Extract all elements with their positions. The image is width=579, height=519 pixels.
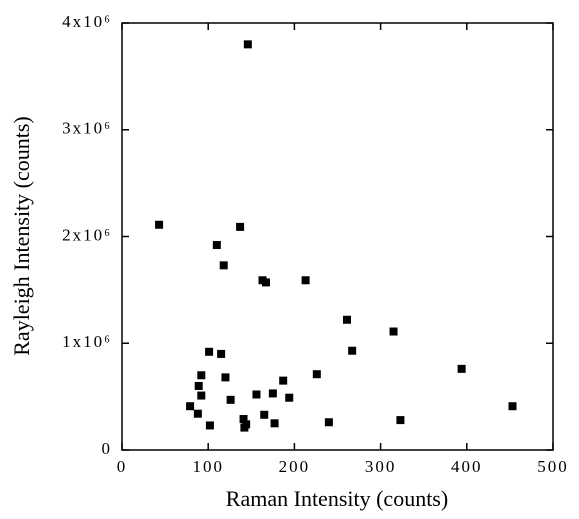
data-point <box>243 40 252 49</box>
data-point <box>270 419 279 428</box>
data-point <box>260 410 269 419</box>
x-tick-label: 400 <box>451 457 483 476</box>
data-point <box>342 315 351 324</box>
x-axis-title: Raman Intensity (counts) <box>226 486 448 511</box>
y-axis-title: Rayleigh Intensity (counts) <box>9 116 34 356</box>
y-tick-label: 3x10⁶ <box>62 119 112 138</box>
data-point <box>186 402 195 411</box>
data-point <box>219 261 228 270</box>
data-point <box>212 241 221 250</box>
y-tick-label: 1x10⁶ <box>62 332 112 351</box>
data-point <box>205 347 214 356</box>
x-tick-label: 0 <box>117 457 128 476</box>
data-point <box>205 421 214 430</box>
data-point <box>155 220 164 229</box>
data-point <box>324 418 333 427</box>
data-point <box>268 389 277 398</box>
y-tick-label: 2x10⁶ <box>62 225 112 244</box>
x-tick-label: 200 <box>279 457 311 476</box>
data-point <box>312 370 321 379</box>
x-tick-label: 300 <box>365 457 397 476</box>
data-point <box>226 395 235 404</box>
data-point <box>240 423 249 432</box>
data-point <box>217 349 226 358</box>
data-point <box>221 373 230 382</box>
data-point <box>252 390 261 399</box>
data-point <box>279 376 288 385</box>
data-point <box>239 415 248 424</box>
data-point <box>194 381 203 390</box>
data-point <box>285 393 294 402</box>
data-point <box>236 222 245 231</box>
data-point <box>389 327 398 336</box>
data-point <box>197 391 206 400</box>
data-point <box>261 278 270 287</box>
data-point <box>396 416 405 425</box>
x-tick-label: 500 <box>537 457 569 476</box>
x-tick-label: 100 <box>192 457 224 476</box>
data-point <box>197 371 206 380</box>
data-point <box>348 346 357 355</box>
data-point <box>301 276 310 285</box>
data-point <box>457 364 466 373</box>
y-tick-label: 4x10⁶ <box>62 12 112 31</box>
y-tick-label: 0 <box>102 439 113 458</box>
plot-frame <box>121 22 554 451</box>
data-point <box>193 409 202 418</box>
data-point <box>508 402 517 411</box>
